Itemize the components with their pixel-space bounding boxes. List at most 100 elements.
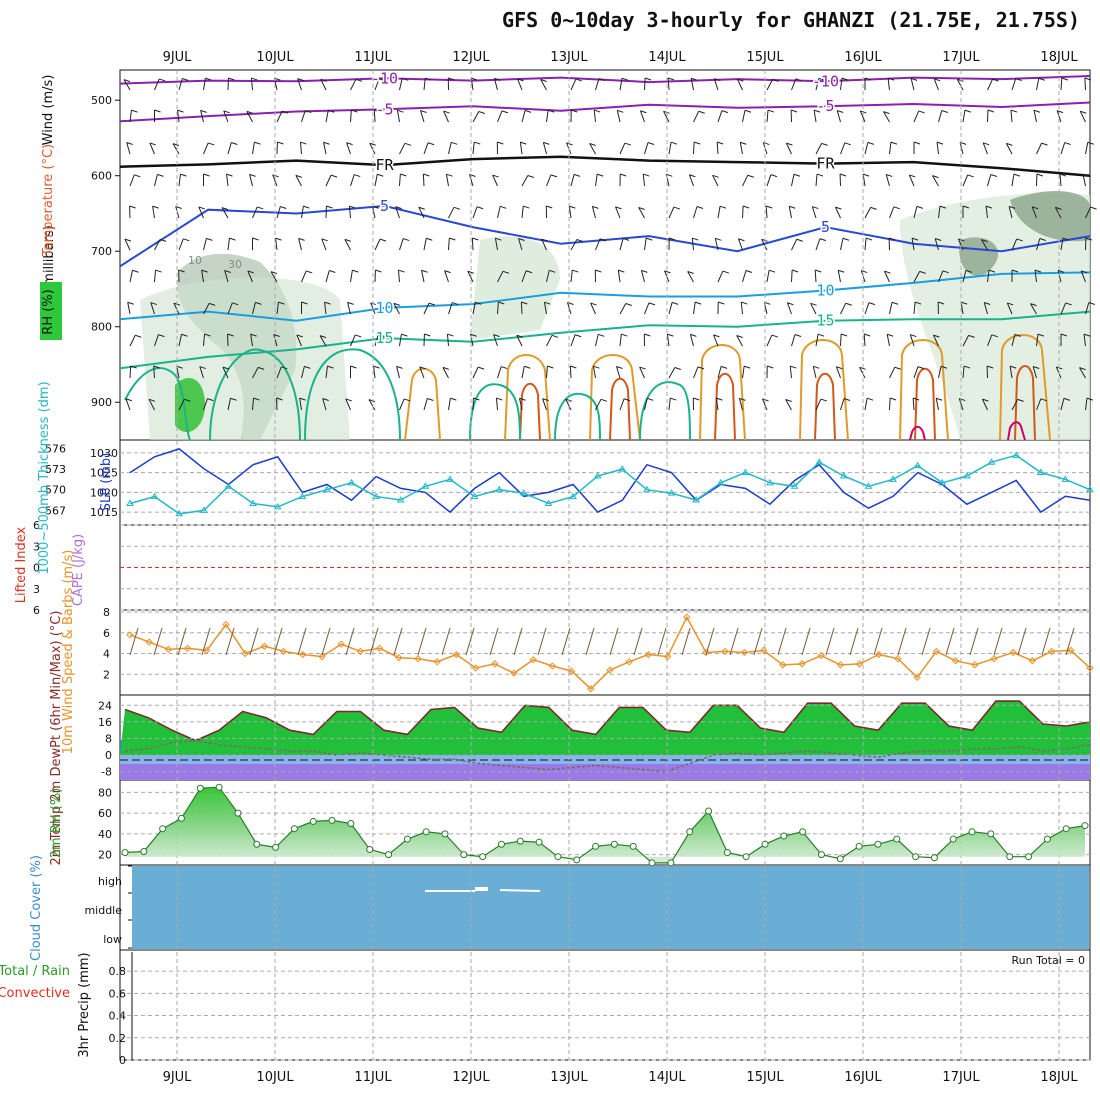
wind-barb-flag (300, 141, 307, 145)
wind-barb (1031, 206, 1037, 219)
wind-barb (1011, 238, 1018, 251)
thickness-line (129, 454, 1091, 515)
wind-barb-flag (1014, 333, 1022, 337)
date-label-top: 18JUL (1040, 50, 1078, 65)
rh2m-point (234, 809, 242, 817)
wind-barb-flag (598, 78, 606, 81)
wind10-point (375, 644, 384, 653)
wind-barb-flag (546, 205, 553, 209)
thickness-point (692, 496, 701, 503)
temp-tick: 0 (105, 749, 112, 762)
wind-barb-flag (766, 205, 773, 209)
wind-barb-flag (550, 174, 558, 178)
wind-barb-flag (1080, 110, 1087, 114)
wind-barb-flag (155, 269, 162, 273)
wind-barb (936, 142, 939, 155)
wind-barb-flag (770, 174, 778, 178)
wind-barb-flag (1059, 173, 1067, 177)
wind-barb (962, 110, 966, 123)
wind-barb-flag (493, 334, 500, 338)
wind-barb-flag (472, 237, 479, 241)
wind-barb-flag (988, 269, 996, 273)
wind-barb-flag (639, 366, 646, 370)
thickness-label: 1000~500mb Thickness (dm) (37, 381, 52, 574)
rh2m-point (328, 816, 336, 824)
wind-barb (350, 79, 357, 91)
wind-barb (129, 270, 133, 283)
wind-barb-flag (747, 174, 754, 178)
wind-barb-flag (1083, 333, 1091, 337)
rh2m-point (272, 843, 280, 851)
thickness-tick: 573 (45, 463, 66, 476)
rh2m-point (403, 835, 411, 843)
isotherm-5 (119, 204, 1091, 268)
wind-barb-flag (541, 238, 548, 242)
wind-barb-flag (223, 110, 230, 114)
wind-barb (840, 302, 847, 315)
isotherm-label: 5 (380, 197, 389, 215)
wind-barb-flag (148, 398, 156, 402)
wind-barb-flag (959, 398, 966, 402)
wind-barb-flag (667, 333, 674, 337)
wind-barb (616, 366, 621, 379)
wind10-point (145, 638, 153, 646)
wind-barb (518, 238, 523, 251)
wind-barb-flag (540, 79, 547, 82)
rh2m-point (215, 783, 223, 791)
wind-barb (443, 110, 449, 123)
upper-air-temp-label: Temperature (°C) (41, 144, 56, 257)
cloud-level-labels: high middle low (84, 875, 122, 946)
wind-barb (569, 365, 572, 379)
wind-barb-flag (843, 398, 851, 401)
wind-barb (1079, 367, 1086, 379)
wind-barb-flag (643, 173, 650, 177)
wind10-point (740, 648, 749, 657)
wind-barb (399, 238, 404, 251)
wind-barb (546, 270, 550, 283)
wind-barb-flag (744, 365, 751, 369)
wind-barb (910, 78, 915, 91)
wind-barb (815, 174, 818, 187)
wind-barb-flag (868, 302, 876, 306)
wind10-point (702, 648, 710, 657)
date-label-bottom: 18JUL (1040, 1070, 1078, 1085)
wind-barb (791, 334, 796, 347)
wind-barb (1080, 270, 1086, 283)
wind-barb-flag (495, 237, 502, 241)
wind-barb-flag (453, 206, 461, 210)
wind-barb-flag (913, 141, 921, 145)
thickness-point (1012, 451, 1021, 458)
thickness-point (249, 499, 257, 506)
wind-barb-flag (692, 237, 699, 241)
date-label-top: 14JUL (648, 50, 686, 65)
wind-barb (688, 174, 694, 187)
wind-barb (1082, 174, 1086, 187)
wind-barb (691, 238, 694, 251)
wind-barb (938, 110, 943, 123)
rh2m-point (253, 840, 261, 848)
wind-barb-flag (349, 205, 356, 209)
wind-barb-flag (785, 399, 792, 402)
wind-barb (913, 271, 921, 283)
wind-barb (546, 365, 548, 379)
wind-barb (497, 206, 501, 219)
wind-barb-flag (812, 206, 819, 210)
wind-barb-flag (771, 334, 779, 338)
wind-barb-flag (375, 269, 382, 273)
rh2m-point (761, 840, 769, 848)
wind-barb (742, 110, 746, 123)
wind-barb-flag (622, 237, 630, 241)
wind-barb-flag (306, 270, 313, 274)
wind-barb-flag (772, 78, 779, 82)
wind10-barb (777, 627, 787, 656)
wind10-barb (849, 627, 859, 656)
wind-barb (911, 238, 915, 251)
wind-barb-flag (910, 334, 917, 338)
wind10-barb (297, 627, 307, 656)
wind-barb (200, 110, 204, 123)
rh2m-point (121, 849, 129, 857)
wind-barb (297, 78, 302, 91)
wind-barb (226, 174, 229, 187)
wind-barb-flag (205, 77, 212, 81)
wind-barb-flag (229, 237, 236, 241)
